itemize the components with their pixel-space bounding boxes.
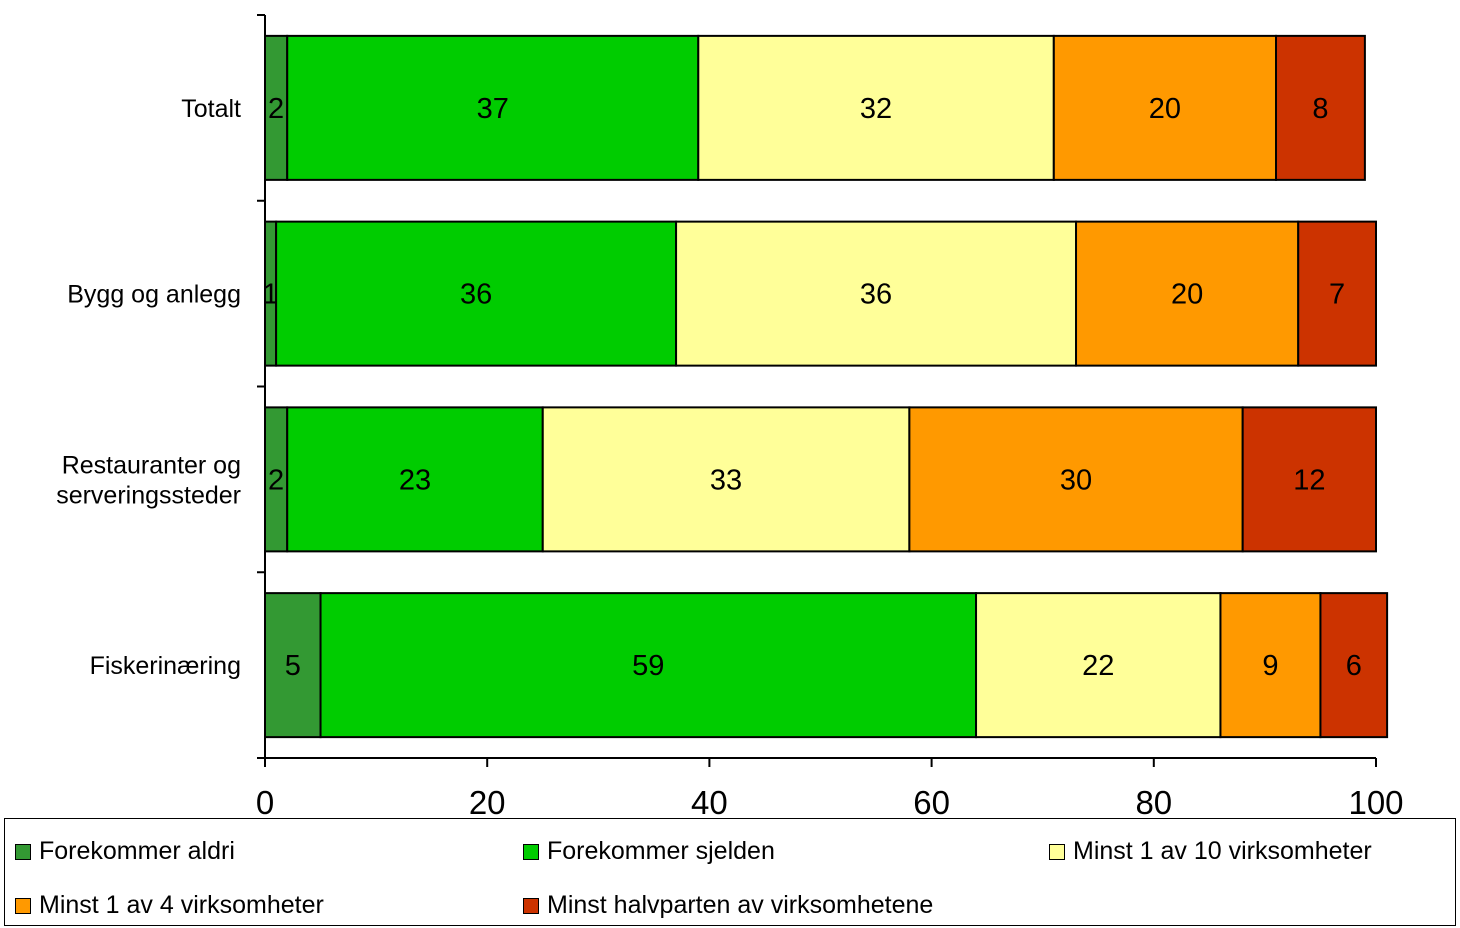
data-label: 36	[460, 279, 492, 311]
data-label: 36	[860, 279, 892, 311]
data-label: 22	[1082, 650, 1114, 682]
bar-segment	[1052, 34, 1278, 181]
data-label: 20	[1149, 93, 1181, 125]
data-label: 2	[268, 93, 284, 125]
legend-swatch	[15, 843, 31, 860]
data-label: 23	[399, 464, 431, 496]
bar-segment	[975, 592, 1222, 739]
bar-segment	[286, 406, 544, 553]
data-label: 6	[1346, 650, 1362, 682]
legend-label: Forekommer aldri	[39, 837, 235, 865]
bar-segment	[275, 220, 678, 367]
data-label: 9	[1262, 650, 1278, 682]
legend-item: Forekommer aldri	[15, 837, 235, 866]
x-tick-label: 20	[469, 784, 506, 815]
category-label: Restauranter og	[62, 451, 241, 479]
category-label: Bygg og anlegg	[67, 281, 241, 309]
data-label: 7	[1329, 279, 1345, 311]
legend-item: Forekommer sjelden	[523, 837, 775, 866]
legend-item: Minst 1 av 4 virksomheter	[15, 891, 324, 920]
category-label: Totalt	[181, 95, 241, 123]
legend-label: Minst halvparten av virksomhetene	[547, 891, 934, 919]
bar-segment	[319, 592, 978, 739]
data-label: 20	[1171, 279, 1203, 311]
bar-segment	[1241, 406, 1378, 553]
bar-segment	[1275, 34, 1366, 181]
data-label: 33	[710, 464, 742, 496]
legend-swatch	[15, 897, 31, 914]
legend-label: Minst 1 av 4 virksomheter	[39, 891, 324, 919]
data-label: 37	[477, 93, 509, 125]
legend-swatch	[1049, 843, 1065, 860]
data-label: 30	[1060, 464, 1092, 496]
chart-legend: Forekommer aldri Forekommer sjelden Minst …	[4, 818, 1456, 926]
legend-label: Forekommer sjelden	[547, 837, 775, 865]
x-tick-label: 40	[691, 784, 728, 815]
legend-item: Minst halvparten av virksomhetene	[523, 891, 933, 920]
x-tick-label: 80	[1135, 784, 1172, 815]
category-label: Fiskerinæring	[90, 652, 241, 680]
legend-swatch	[523, 843, 539, 860]
data-label: 5	[285, 650, 301, 682]
bar-segment	[541, 406, 911, 553]
x-tick-label: 0	[256, 784, 274, 815]
x-tick-label: 60	[913, 784, 950, 815]
bar-segment	[1219, 592, 1322, 739]
bar-segment	[1319, 592, 1389, 739]
bar-segment	[697, 34, 1055, 181]
data-label: 1	[262, 279, 278, 311]
data-label: 8	[1312, 93, 1328, 125]
category-label: serveringssteder	[56, 481, 241, 509]
legend-label: Minst 1 av 10 virksomheter	[1073, 837, 1372, 865]
bar-segment	[1075, 220, 1300, 367]
data-label: 12	[1293, 464, 1325, 496]
bar-segment	[1297, 220, 1377, 367]
x-tick-label: 100	[1348, 784, 1403, 815]
data-label: 32	[860, 93, 892, 125]
legend-swatch	[523, 897, 539, 914]
data-label: 2	[268, 464, 284, 496]
bar-segment	[286, 34, 700, 181]
data-label: 59	[632, 650, 664, 682]
bar-segment	[675, 220, 1078, 367]
legend-item: Minst 1 av 10 virksomheter	[1049, 837, 1372, 866]
